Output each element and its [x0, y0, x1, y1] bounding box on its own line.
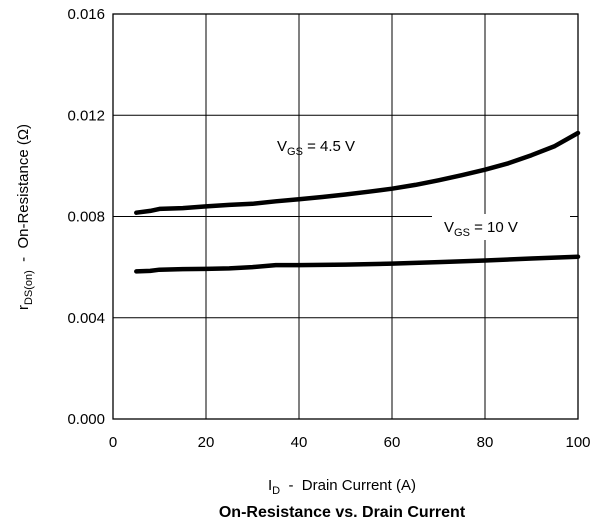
- y-axis-label-rest: - On-Resistance (Ω): [15, 124, 32, 270]
- x-tick-label: 0: [109, 434, 117, 451]
- y-tick-label: 0.012: [67, 107, 105, 124]
- x-tick-label: 60: [384, 434, 401, 451]
- series-annotation-rest: = 4.5 V: [303, 138, 355, 155]
- series-annotation-1: VGS = 4.5 V: [277, 138, 355, 158]
- series-annotation-sub: GS: [287, 146, 303, 158]
- x-tick-label: 80: [477, 434, 494, 451]
- x-tick-label: 100: [565, 434, 590, 451]
- y-tick-label: 0.000: [67, 411, 105, 428]
- series-lines: [134, 130, 581, 274]
- x-tick-label: 40: [291, 434, 308, 451]
- x-axis-label-main: I: [268, 477, 272, 494]
- plot-frame: [112, 13, 579, 420]
- y-axis-label: rDS(on) - On-Resistance (Ω): [15, 124, 35, 310]
- series-annotation-main: V: [444, 219, 454, 236]
- y-tick-label: 0.004: [67, 310, 105, 327]
- x-axis-label-rest: - Drain Current (A): [280, 477, 416, 494]
- grid-lines: [113, 14, 578, 419]
- series-annotation-rest: = 10 V: [470, 219, 518, 236]
- series-annotation-2: VGS = 10 V: [444, 219, 518, 239]
- annotation-background: [432, 214, 570, 240]
- series-annotation-sub: GS: [454, 227, 470, 239]
- series-line-2: [134, 254, 581, 274]
- x-axis-label-sub: D: [272, 485, 280, 497]
- chart-title: On-Resistance vs. Drain Current: [219, 504, 466, 521]
- y-axis-label-sub: DS(on): [23, 270, 35, 305]
- x-axis-label: ID - Drain Current (A): [268, 477, 416, 497]
- y-tick-label: 0.016: [67, 6, 105, 23]
- series-line-1: [134, 130, 581, 215]
- y-tick-label: 0.008: [67, 209, 105, 226]
- y-axis-ticks: 0.000 0.004 0.008 0.012 0.016: [67, 6, 105, 428]
- y-axis-label-main: r: [15, 305, 32, 310]
- x-tick-label: 20: [198, 434, 215, 451]
- x-axis-ticks: 0 20 40 60 80 100: [109, 434, 591, 451]
- series-annotation-main: V: [277, 138, 287, 155]
